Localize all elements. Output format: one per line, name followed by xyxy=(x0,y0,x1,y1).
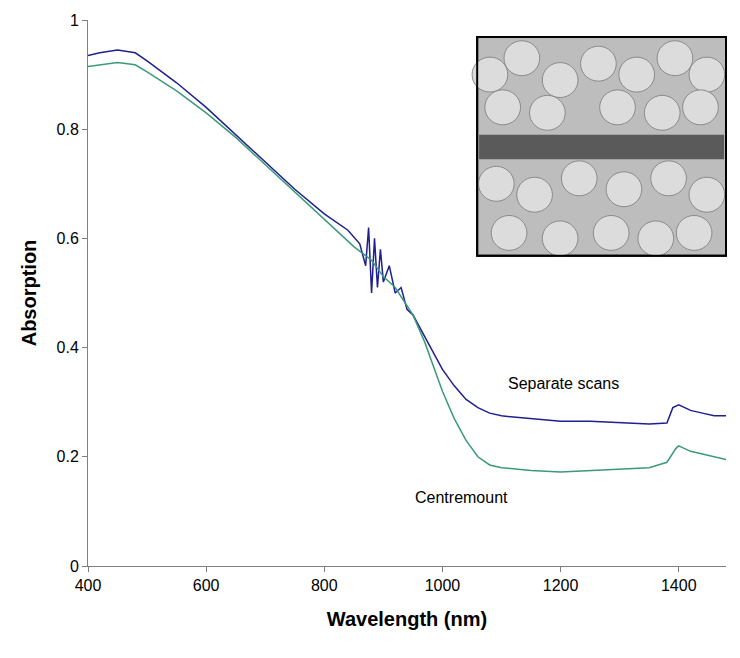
svg-text:0.2: 0.2 xyxy=(57,448,79,465)
svg-text:1: 1 xyxy=(70,12,79,29)
svg-text:0.6: 0.6 xyxy=(57,230,79,247)
svg-text:1000: 1000 xyxy=(425,577,461,594)
svg-text:0: 0 xyxy=(70,558,79,575)
svg-text:Centremount: Centremount xyxy=(415,489,508,506)
svg-text:Wavelength (nm): Wavelength (nm) xyxy=(327,608,487,630)
svg-text:600: 600 xyxy=(193,577,220,594)
svg-text:Absorption: Absorption xyxy=(18,240,40,347)
svg-text:0.4: 0.4 xyxy=(57,339,79,356)
svg-text:1400: 1400 xyxy=(661,577,697,594)
svg-text:0.8: 0.8 xyxy=(57,121,79,138)
svg-text:400: 400 xyxy=(75,577,102,594)
svg-text:800: 800 xyxy=(311,577,338,594)
svg-text:1200: 1200 xyxy=(543,577,579,594)
svg-text:Separate scans: Separate scans xyxy=(508,375,619,392)
